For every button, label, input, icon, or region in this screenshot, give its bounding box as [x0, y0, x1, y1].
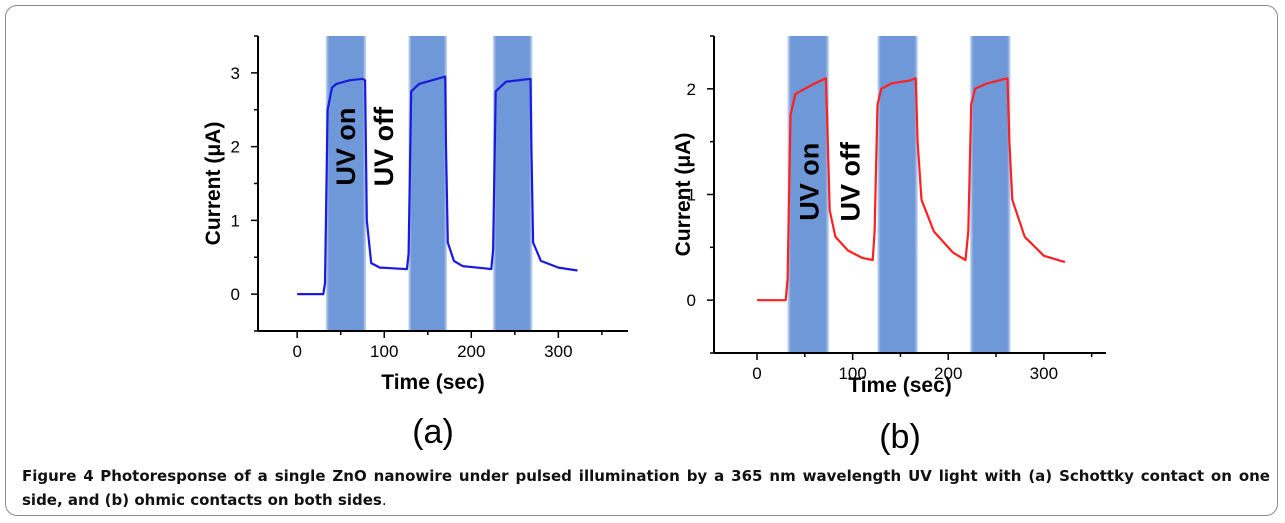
x-tick-label: 100: [838, 364, 866, 383]
caption-prefix: Figure 4: [22, 467, 94, 485]
caption-suffix: .: [381, 491, 387, 509]
y-tick-label: 0: [687, 291, 696, 310]
y-tick-label: 3: [231, 64, 240, 83]
data-series-line: [757, 77, 1066, 302]
y-axis-label: Current (μA): [202, 122, 225, 246]
x-tick-label: 100: [370, 342, 398, 361]
chart-panel-b: 0 1 2 0 100 200 300 UV on UV off Time (sec) Curren…: [672, 35, 1106, 456]
x-tick-label: 0: [752, 364, 761, 383]
uv-annotation: UV off: [836, 141, 866, 221]
x-axis-label: Time (sec): [381, 371, 485, 394]
uv-on-band-edge: [408, 36, 447, 331]
x-tick-label: 300: [544, 342, 572, 361]
figure-caption: Figure 4 Photoresponse of a single ZnO n…: [22, 464, 1270, 512]
y-tick-label: 0: [231, 285, 240, 304]
x-tick-label: 200: [457, 342, 485, 361]
x-axis-label: Time (sec): [848, 374, 952, 397]
y-tick-label: 1: [231, 211, 240, 230]
y-axis-label: Current (μA): [672, 133, 695, 257]
uv-annotation: UV on: [331, 108, 361, 186]
uv-on-band-edge: [877, 36, 918, 353]
x-tick-label: 200: [934, 364, 962, 383]
caption-body: Photoresponse of a single ZnO nanowire u…: [22, 467, 1270, 509]
data-series-line: [297, 75, 578, 296]
x-tick-label: 0: [292, 342, 301, 361]
panel-label: (a): [412, 413, 454, 451]
chart-panel-a: 0 1 2 3 0 100 200 300 UV on UV off Time (sec) Curre…: [202, 35, 628, 451]
y-tick-label: 2: [231, 138, 240, 157]
uv-on-band-edge: [325, 36, 366, 331]
uv-annotation: UV off: [369, 106, 399, 186]
panel-label: (b): [879, 418, 921, 456]
y-tick-label: 1: [687, 186, 696, 205]
figure-frame: [5, 5, 1278, 516]
uv-annotation: UV on: [795, 143, 825, 221]
uv-on-band-edge: [787, 36, 829, 353]
uv-on-band-edge: [493, 36, 533, 331]
y-tick-label: 2: [687, 80, 696, 99]
x-tick-label: 300: [1030, 364, 1058, 383]
